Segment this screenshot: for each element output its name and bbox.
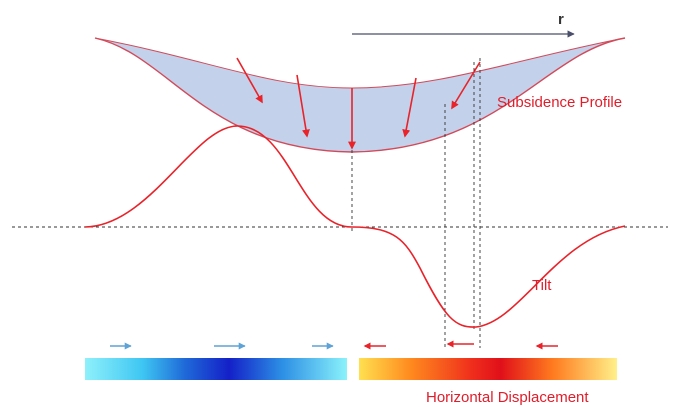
subsidence-basin-fill <box>95 38 625 152</box>
r-axis-label: r <box>558 11 564 28</box>
horizontal-displacement-label: Horizontal Displacement <box>426 389 589 406</box>
dashed-guides <box>12 58 668 348</box>
displacement-vectors <box>236 57 481 150</box>
subsidence-profile-label: Subsidence Profile <box>497 94 622 111</box>
displacement-bar-right <box>359 358 617 380</box>
tilt-curve <box>84 125 626 328</box>
vector-arrow <box>402 77 417 138</box>
tilt-label: Tilt <box>532 277 552 294</box>
vector-arrow <box>236 57 263 104</box>
vector-arrow <box>451 61 481 110</box>
displacement-bar-left <box>85 358 347 380</box>
vector-arrow <box>296 74 310 138</box>
